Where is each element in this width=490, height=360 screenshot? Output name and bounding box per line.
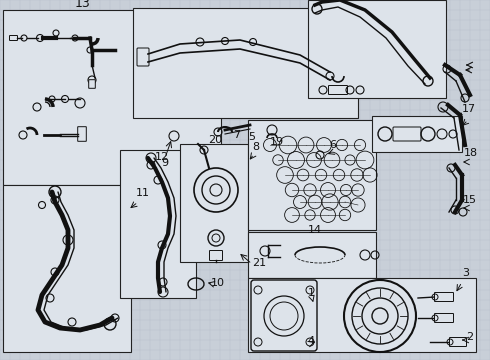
FancyBboxPatch shape: [435, 292, 454, 302]
Text: 18: 18: [464, 148, 478, 158]
FancyBboxPatch shape: [210, 251, 222, 261]
Bar: [248, 278, 476, 352]
Bar: [3, 185, 131, 352]
Text: 10: 10: [211, 278, 225, 288]
Text: 13: 13: [75, 0, 91, 10]
Text: 1: 1: [308, 288, 315, 298]
Text: 9: 9: [161, 158, 168, 168]
Text: 15: 15: [463, 195, 477, 205]
Bar: [120, 150, 196, 298]
Text: 16: 16: [465, 0, 481, 2]
Bar: [3, 10, 221, 185]
FancyBboxPatch shape: [393, 127, 421, 141]
Text: 19: 19: [270, 137, 284, 147]
FancyBboxPatch shape: [449, 338, 466, 346]
Text: 21: 21: [252, 258, 266, 268]
Text: 2: 2: [466, 332, 473, 342]
Bar: [180, 144, 248, 262]
Text: 3: 3: [462, 268, 469, 278]
Text: 14: 14: [308, 225, 322, 235]
FancyBboxPatch shape: [78, 127, 86, 141]
FancyBboxPatch shape: [251, 280, 317, 351]
FancyBboxPatch shape: [328, 85, 347, 94]
Text: 11: 11: [136, 188, 150, 198]
FancyBboxPatch shape: [435, 314, 454, 323]
Bar: [133, 8, 358, 118]
Text: 5: 5: [248, 132, 255, 142]
FancyBboxPatch shape: [137, 48, 149, 66]
Text: 17: 17: [462, 104, 476, 114]
FancyBboxPatch shape: [89, 80, 95, 88]
Text: 20: 20: [208, 135, 222, 145]
Bar: [248, 120, 376, 230]
Text: 8: 8: [252, 142, 259, 152]
Text: 4: 4: [307, 336, 314, 346]
Text: 12: 12: [155, 152, 169, 162]
Bar: [372, 116, 462, 152]
Text: 6: 6: [329, 140, 336, 150]
FancyBboxPatch shape: [9, 36, 18, 40]
Text: 7: 7: [233, 130, 240, 140]
Bar: [308, 0, 446, 98]
Bar: [248, 232, 376, 278]
